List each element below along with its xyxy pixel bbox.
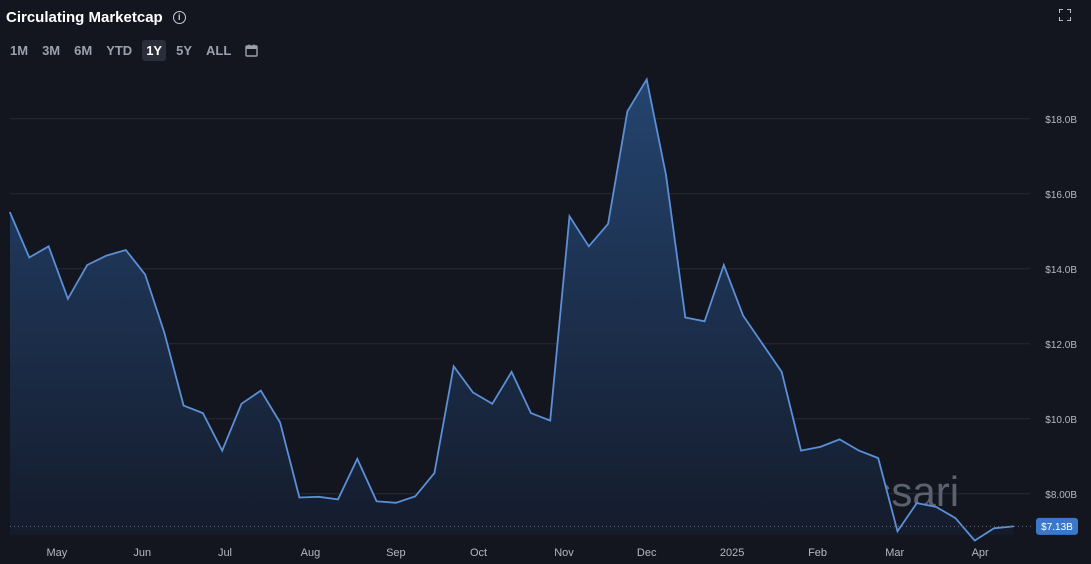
data-point — [221, 449, 224, 452]
x-tick-label: Jun — [133, 547, 151, 559]
y-tick-label: $18.0B — [1045, 115, 1077, 126]
data-point — [452, 365, 455, 368]
x-tick-label: Apr — [972, 547, 989, 559]
data-point — [86, 264, 88, 266]
chart-header: Circulating Marketcap i — [6, 6, 186, 28]
y-tick-label: $10.0B — [1045, 415, 1077, 426]
data-point — [993, 527, 995, 530]
range-button-6m[interactable]: 6M — [74, 43, 93, 58]
data-point — [337, 498, 339, 501]
data-point — [703, 320, 706, 323]
y-tick-label: $16.0B — [1045, 190, 1077, 201]
data-point — [260, 389, 262, 392]
data-point — [665, 174, 667, 176]
range-button-all[interactable]: ALL — [206, 43, 232, 58]
x-tick-label: Aug — [301, 547, 321, 559]
data-point — [780, 371, 783, 373]
data-point — [954, 517, 957, 519]
y-tick-label: $14.0B — [1045, 265, 1077, 276]
y-axis: $8.00B $10.0B $12.0B $14.0B $16.0B $18.0B — [1045, 115, 1077, 501]
data-point — [742, 314, 744, 317]
x-tick-label: Sep — [386, 547, 406, 559]
chart-title: Circulating Marketcap — [6, 8, 163, 26]
data-point — [530, 412, 532, 414]
data-point — [317, 495, 320, 498]
range-button-ytd[interactable]: YTD — [106, 43, 133, 58]
data-point — [626, 110, 629, 113]
data-point — [838, 438, 841, 441]
data-point — [356, 458, 359, 460]
x-tick-label: Dec — [637, 547, 657, 559]
x-tick-label: Feb — [808, 547, 827, 559]
data-point — [433, 472, 436, 474]
x-tick-label: Jul — [218, 547, 232, 559]
data-point — [568, 215, 571, 218]
data-point — [375, 500, 378, 503]
data-point — [144, 273, 146, 276]
x-axis: May Jun Jul Aug Sep Oct Nov Dec 2025 Feb Mar Apr — [46, 547, 989, 559]
data-point — [163, 331, 166, 334]
data-point — [491, 402, 494, 405]
y-tick-label: $12.0B — [1045, 340, 1077, 351]
data-point — [279, 421, 281, 424]
data-point — [587, 245, 590, 248]
info-icon[interactable]: i — [172, 10, 186, 24]
data-point — [761, 342, 764, 345]
data-point — [935, 506, 937, 508]
last-value-label: $7.13B — [1036, 517, 1078, 535]
data-point — [240, 402, 243, 405]
data-point — [915, 502, 918, 504]
data-point — [472, 391, 474, 394]
x-tick-label: May — [46, 547, 67, 559]
range-button-1y[interactable]: 1Y — [142, 40, 167, 61]
last-value-text: $7.13B — [1041, 522, 1073, 533]
data-point — [607, 222, 609, 225]
data-point — [67, 297, 69, 300]
x-tick-label: 2025 — [720, 547, 744, 559]
data-point — [47, 245, 50, 248]
range-button-5y[interactable]: 5Y — [176, 43, 192, 58]
x-tick-label: Oct — [470, 547, 487, 559]
data-point — [105, 254, 108, 257]
data-point — [973, 539, 976, 542]
data-point — [645, 78, 648, 81]
data-point — [124, 249, 127, 251]
x-tick-label: Nov — [554, 547, 574, 559]
data-point — [877, 457, 879, 459]
series-points — [9, 78, 1015, 542]
data-point — [510, 371, 513, 373]
data-point — [858, 449, 860, 452]
data-point — [723, 264, 725, 266]
y-tick-label: $8.00B — [1045, 490, 1077, 501]
data-point — [9, 211, 11, 214]
data-point — [684, 316, 687, 319]
data-point — [202, 412, 204, 414]
time-range-selector: 1M 3M 6M YTD 1Y 5Y ALL — [6, 40, 258, 61]
data-point — [28, 256, 31, 259]
data-point — [819, 446, 822, 448]
data-point — [800, 449, 802, 452]
data-point — [1012, 525, 1015, 528]
data-point — [896, 530, 899, 533]
data-point — [414, 495, 416, 498]
calendar-icon[interactable] — [245, 44, 258, 57]
data-point — [549, 419, 552, 422]
series-area — [10, 79, 1014, 541]
data-point — [395, 501, 397, 504]
range-button-3m[interactable]: 3M — [42, 43, 61, 58]
data-point — [182, 404, 185, 407]
x-tick-label: Mar — [885, 547, 904, 559]
range-button-1m[interactable]: 1M — [10, 43, 29, 58]
data-point — [298, 496, 301, 499]
